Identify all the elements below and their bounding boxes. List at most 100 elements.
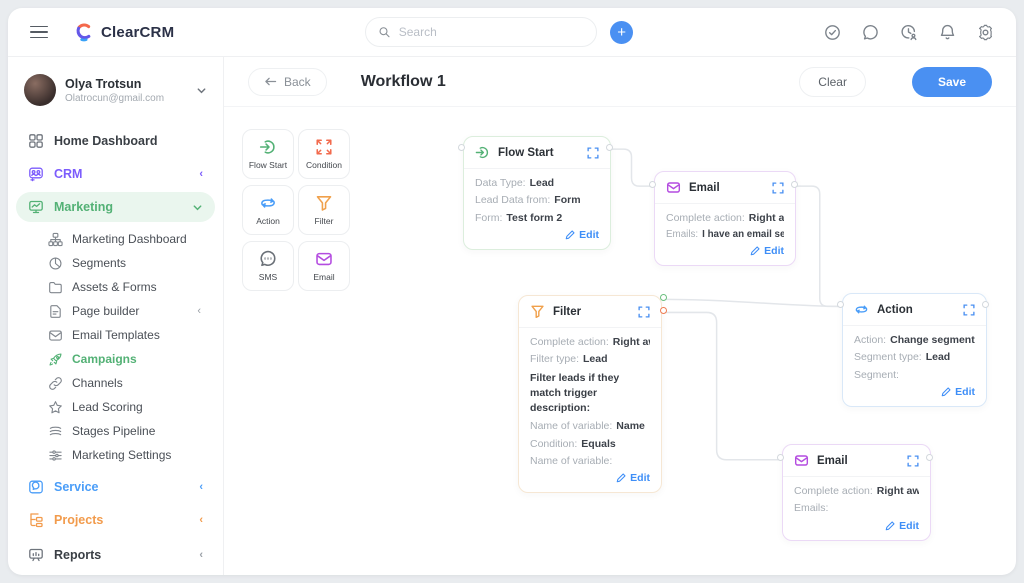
node-filter[interactable]: Filter Complete action:Right away Filter… — [518, 295, 662, 494]
profile-email: Olatrocun@gmail.com — [65, 92, 165, 104]
email-envelope-icon — [666, 182, 681, 193]
sidebar-item-segments[interactable]: Segments — [16, 251, 215, 275]
hamburger-menu-icon[interactable] — [30, 25, 48, 39]
expand-icon[interactable] — [963, 303, 975, 316]
chevron-left-icon: ‹ — [199, 514, 203, 526]
sidebar-item-assets-forms[interactable]: Assets & Forms — [16, 275, 215, 299]
flow-start-icon — [475, 146, 489, 159]
bell-icon[interactable] — [939, 24, 956, 41]
field-label: Complete action: — [530, 336, 609, 348]
sidebar-item-email-templates[interactable]: Email Templates — [16, 323, 215, 347]
workflow-canvas[interactable]: Flow Start Condition Action Filter — [224, 107, 1016, 575]
workflow-header: Back Workflow 1 Clear Save — [224, 57, 1016, 107]
layers-icon — [49, 426, 62, 435]
palette-sms[interactable]: SMS — [242, 241, 294, 291]
sidebar-item-marketing-dashboard[interactable]: Marketing Dashboard — [16, 227, 215, 251]
sidebar-item-reports[interactable]: Reports ‹ — [16, 540, 215, 570]
back-button[interactable]: Back — [248, 67, 327, 96]
expand-icon[interactable] — [907, 454, 919, 467]
add-button[interactable]: + — [610, 20, 634, 44]
port-email1-input[interactable] — [649, 181, 656, 188]
sidebar-menu: Home Dashboard CRM ‹ Marketing Marketing… — [8, 119, 223, 570]
field-value: Form — [554, 194, 581, 207]
chevron-down-icon — [197, 87, 206, 93]
sidebar-item-crm[interactable]: CRM ‹ — [16, 159, 215, 189]
port-email1-output[interactable] — [791, 181, 798, 188]
palette-label: SMS — [258, 272, 278, 282]
node-email-2[interactable]: Email Complete action:Right away Emails:… — [782, 444, 931, 541]
edit-label: Edit — [579, 228, 599, 241]
sidebar-item-service[interactable]: Service ‹ — [16, 472, 215, 502]
field-label: Data Type: — [475, 177, 526, 189]
palette-flow-start[interactable]: Flow Start — [242, 129, 294, 179]
chat-icon[interactable] — [862, 24, 879, 41]
sidebar-item-label: Marketing Dashboard — [72, 232, 187, 246]
edit-link[interactable]: Edit — [475, 229, 599, 241]
gear-icon[interactable] — [977, 24, 994, 41]
action-sync-icon — [855, 305, 868, 314]
clear-button[interactable]: Clear — [799, 66, 866, 97]
node-action[interactable]: Action Action: Change segments Segment ty… — [842, 293, 987, 407]
sidebar-item-home-dashboard[interactable]: Home Dashboard — [16, 126, 215, 156]
arrow-left-icon — [265, 77, 277, 86]
port-email2-input[interactable] — [777, 454, 784, 461]
field-label: Segment: — [854, 368, 899, 381]
edit-label: Edit — [955, 385, 975, 398]
palette-label: Filter — [314, 216, 334, 226]
palette-action[interactable]: Action — [242, 185, 294, 235]
sidebar-item-page-builder[interactable]: Page builder ‹ — [16, 299, 215, 323]
palette-email[interactable]: Email — [298, 241, 350, 291]
sidebar-item-channels[interactable]: Channels — [16, 371, 215, 395]
flow-start-icon — [259, 140, 275, 154]
sidebar-item-projects[interactable]: Projects ‹ — [16, 505, 215, 535]
port-action-input[interactable] — [837, 301, 844, 308]
edit-label: Edit — [630, 472, 650, 485]
user-clock-icon[interactable] — [900, 24, 918, 41]
clearcrm-logo-icon — [76, 23, 91, 42]
port-action-output[interactable] — [982, 301, 989, 308]
marketing-monitor-icon — [29, 200, 43, 214]
profile-name: Olya Trotsun — [65, 76, 142, 91]
expand-icon[interactable] — [638, 305, 650, 318]
port-email2-output[interactable] — [926, 454, 933, 461]
palette-label: Email — [313, 272, 335, 282]
sidebar-item-lead-scoring[interactable]: Lead Scoring — [16, 395, 215, 419]
edit-link[interactable]: Edit — [666, 245, 784, 257]
sitemap-icon — [48, 232, 63, 246]
field-value: Right away — [876, 485, 919, 497]
palette-filter[interactable]: Filter — [298, 185, 350, 235]
page-title: Workflow 1 — [360, 72, 446, 90]
sidebar-item-marketing[interactable]: Marketing — [16, 192, 215, 222]
palette-condition[interactable]: Condition — [298, 129, 350, 179]
search-input[interactable] — [398, 25, 585, 39]
field-label: Complete action: — [794, 485, 873, 497]
expand-icon[interactable] — [587, 146, 599, 159]
save-button[interactable]: Save — [911, 66, 992, 97]
port-flow-start-output[interactable] — [606, 144, 613, 151]
field-value: Lead — [583, 353, 608, 366]
sidebar-item-marketing-settings[interactable]: Marketing Settings — [16, 443, 215, 467]
search-bar[interactable] — [365, 17, 598, 47]
marketing-submenu: Marketing Dashboard Segments Assets & Fo… — [16, 225, 215, 469]
edit-link[interactable]: Edit — [530, 472, 650, 484]
node-title: Flow Start — [498, 146, 554, 159]
node-flow-start[interactable]: Flow Start Data Type: Lead Lead Data from… — [463, 136, 611, 250]
action-sync-icon — [261, 198, 275, 208]
node-title: Email — [689, 181, 720, 194]
port-filter-match-output[interactable] — [660, 294, 667, 301]
edit-link[interactable]: Edit — [794, 520, 919, 532]
sidebar-item-stages-pipeline[interactable]: Stages Pipeline — [16, 419, 215, 443]
check-circle-icon[interactable] — [824, 24, 841, 41]
field-label: Action: — [854, 334, 887, 346]
port-flow-start-input[interactable] — [458, 144, 465, 151]
app-logo[interactable]: ClearCRM — [74, 22, 174, 42]
field-label: Form: — [475, 211, 503, 224]
profile-block[interactable]: Olya Trotsun Olatrocun@gmail.com — [8, 65, 223, 119]
sidebar-item-campaigns[interactable]: Campaigns — [16, 347, 215, 371]
palette-label: Action — [256, 216, 280, 226]
port-filter-nomatch-output[interactable] — [660, 307, 667, 314]
sidebar-item-label: Channels — [72, 376, 123, 390]
edit-link[interactable]: Edit — [854, 386, 975, 398]
expand-icon[interactable] — [772, 181, 784, 194]
node-email-1[interactable]: Email Complete action:Right away Emails:… — [654, 171, 796, 267]
